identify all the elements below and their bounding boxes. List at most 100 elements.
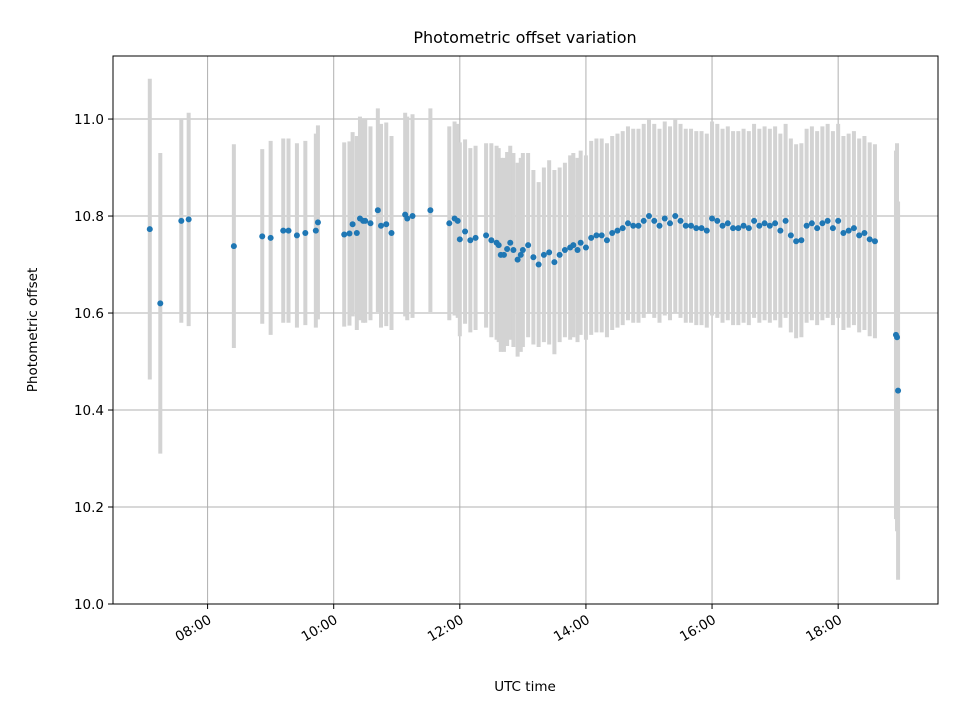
data-point bbox=[446, 220, 453, 227]
data-point bbox=[866, 236, 873, 243]
data-point bbox=[814, 225, 821, 232]
data-point bbox=[495, 242, 502, 249]
data-point bbox=[703, 227, 710, 234]
data-point bbox=[761, 220, 768, 227]
x-tick-label: 14:00 bbox=[551, 612, 593, 645]
data-point bbox=[740, 222, 747, 229]
data-point bbox=[730, 225, 737, 232]
data-point bbox=[656, 222, 663, 229]
data-point bbox=[803, 222, 810, 229]
data-point bbox=[561, 246, 568, 253]
data-point bbox=[598, 232, 605, 239]
data-point bbox=[570, 242, 577, 249]
data-point bbox=[146, 226, 153, 233]
data-point bbox=[504, 246, 511, 253]
data-point bbox=[178, 217, 185, 224]
data-point bbox=[667, 220, 674, 227]
data-point bbox=[698, 225, 705, 232]
data-point bbox=[582, 244, 589, 251]
data-point bbox=[525, 242, 532, 249]
data-point bbox=[514, 256, 521, 263]
data-point bbox=[185, 216, 192, 223]
data-point bbox=[312, 227, 319, 234]
data-point bbox=[714, 217, 721, 224]
data-point bbox=[349, 221, 356, 228]
x-tick-label: 16:00 bbox=[677, 612, 719, 645]
data-point bbox=[377, 222, 384, 229]
data-point bbox=[517, 251, 524, 258]
x-tick-label: 18:00 bbox=[803, 612, 845, 645]
data-point bbox=[793, 238, 800, 245]
data-point bbox=[353, 230, 360, 237]
data-point bbox=[540, 251, 547, 258]
data-point bbox=[507, 239, 514, 246]
data-point bbox=[267, 234, 274, 241]
data-point bbox=[624, 220, 631, 227]
data-point bbox=[614, 227, 621, 234]
data-point bbox=[409, 213, 416, 220]
y-tick-label: 11.0 bbox=[74, 112, 104, 128]
data-point bbox=[645, 213, 652, 220]
data-point bbox=[500, 251, 507, 258]
data-point bbox=[510, 246, 517, 253]
data-point bbox=[280, 227, 287, 234]
data-point bbox=[824, 217, 831, 224]
y-tick-label: 10.8 bbox=[74, 209, 104, 225]
y-tick-label: 10.4 bbox=[74, 403, 104, 419]
data-point bbox=[850, 225, 857, 232]
chart-title: Photometric offset variation bbox=[413, 28, 636, 47]
data-point bbox=[388, 230, 395, 237]
data-point bbox=[603, 237, 610, 244]
data-point bbox=[456, 236, 463, 243]
grid bbox=[113, 56, 938, 605]
data-point bbox=[535, 261, 542, 268]
data-point bbox=[574, 246, 581, 253]
data-point bbox=[635, 222, 642, 229]
data-point bbox=[782, 217, 789, 224]
data-point bbox=[530, 254, 537, 261]
data-point bbox=[751, 217, 758, 224]
data-point bbox=[346, 230, 353, 237]
data-point bbox=[640, 217, 647, 224]
data-point bbox=[293, 232, 300, 239]
data-point bbox=[819, 220, 826, 227]
data-point bbox=[314, 219, 321, 226]
y-tick-label: 10.0 bbox=[74, 597, 104, 613]
data-point bbox=[619, 225, 626, 232]
data-point bbox=[829, 225, 836, 232]
data-point bbox=[519, 246, 526, 253]
data-point bbox=[709, 215, 716, 222]
data-point bbox=[894, 334, 901, 341]
data-point bbox=[588, 234, 595, 241]
data-point bbox=[808, 220, 815, 227]
data-point bbox=[745, 225, 752, 232]
data-point bbox=[688, 222, 695, 229]
x-axis-label: UTC time bbox=[494, 679, 556, 695]
data-point bbox=[871, 238, 878, 245]
data-point bbox=[840, 230, 847, 237]
data-point bbox=[651, 217, 658, 224]
data-point bbox=[845, 227, 852, 234]
data-point bbox=[577, 239, 584, 246]
y-axis-label: Photometric offset bbox=[25, 268, 41, 392]
data-point bbox=[341, 231, 348, 238]
data-point bbox=[672, 213, 679, 220]
data-point bbox=[787, 232, 794, 239]
data-point bbox=[735, 225, 742, 232]
data-point bbox=[551, 259, 558, 266]
y-tick-label: 10.6 bbox=[74, 306, 104, 322]
data-point bbox=[756, 222, 763, 229]
data-point bbox=[230, 243, 237, 250]
data-point bbox=[856, 232, 863, 239]
data-point bbox=[772, 220, 779, 227]
x-tick-label: 12:00 bbox=[425, 612, 467, 645]
data-point bbox=[157, 300, 164, 307]
data-point bbox=[367, 220, 374, 227]
y-axis-ticks: 10.0 10.2 10.4 10.6 10.8 11.0 bbox=[74, 112, 113, 613]
y-tick-label: 10.2 bbox=[74, 500, 104, 516]
data-point bbox=[302, 230, 309, 237]
data-point bbox=[798, 237, 805, 244]
data-point bbox=[682, 222, 689, 229]
data-point bbox=[472, 234, 479, 241]
data-point bbox=[630, 222, 637, 229]
